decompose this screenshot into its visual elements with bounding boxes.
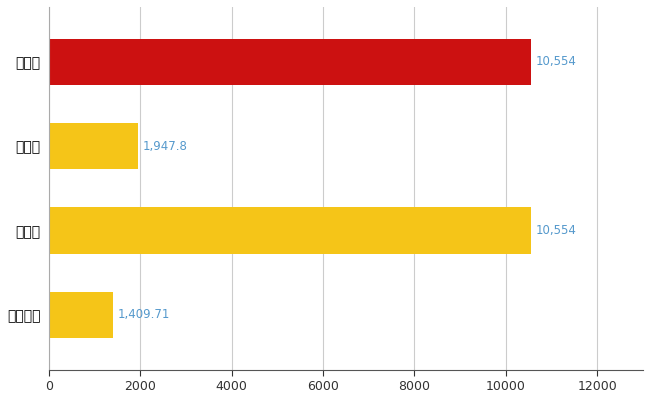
Bar	[49, 38, 531, 85]
Text: 1,947.8: 1,947.8	[142, 140, 187, 153]
Text: 1,409.71: 1,409.71	[118, 308, 170, 321]
Text: 10,554: 10,554	[536, 224, 577, 237]
Text: 10,554: 10,554	[536, 55, 577, 68]
Bar	[49, 292, 113, 338]
Bar	[49, 123, 138, 169]
Bar	[49, 207, 531, 254]
